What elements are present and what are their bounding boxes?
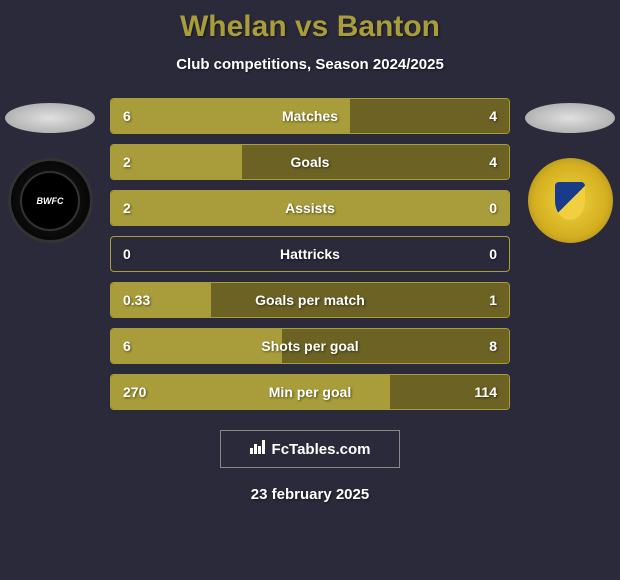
right-player-silhouette (525, 103, 615, 133)
stat-label: Assists (111, 200, 509, 216)
stat-row: 0Hattricks0 (110, 236, 510, 272)
stat-row: 6Matches4 (110, 98, 510, 134)
stat-value-right: 114 (474, 384, 497, 400)
stat-label: Shots per goal (111, 338, 509, 354)
stat-row: 2Assists0 (110, 190, 510, 226)
stat-value-right: 8 (489, 338, 497, 354)
left-crest-text: BWFC (20, 171, 80, 231)
left-column: BWFC (0, 98, 100, 243)
right-column (520, 98, 620, 243)
stat-label: Goals per match (111, 292, 509, 308)
stat-label: Hattricks (111, 246, 509, 262)
stat-row: 270Min per goal114 (110, 374, 510, 410)
stat-label: Min per goal (111, 384, 509, 400)
stat-value-right: 0 (489, 200, 497, 216)
stat-value-right: 0 (489, 246, 497, 262)
stat-label: Matches (111, 108, 509, 124)
stat-label: Goals (111, 154, 509, 170)
chart-icon (250, 440, 266, 459)
footer-date: 23 february 2025 (251, 486, 369, 503)
stat-row: 2Goals4 (110, 144, 510, 180)
left-player-silhouette (5, 103, 95, 133)
right-club-crest (528, 158, 613, 243)
left-club-crest: BWFC (8, 158, 93, 243)
stat-value-right: 1 (489, 292, 497, 308)
stats-column: 6Matches42Goals42Assists00Hattricks00.33… (110, 98, 510, 410)
main-content: BWFC 6Matches42Goals42Assists00Hattricks… (0, 98, 620, 410)
comparison-title: Whelan vs Banton (180, 10, 440, 44)
stat-row: 0.33Goals per match1 (110, 282, 510, 318)
footer-logo[interactable]: FcTables.com (220, 430, 400, 468)
comparison-subtitle: Club competitions, Season 2024/2025 (176, 56, 444, 73)
footer-logo-text: FcTables.com (272, 441, 371, 458)
stat-value-right: 4 (489, 108, 497, 124)
stat-value-right: 4 (489, 154, 497, 170)
stat-row: 6Shots per goal8 (110, 328, 510, 364)
right-crest-shield (555, 182, 585, 220)
